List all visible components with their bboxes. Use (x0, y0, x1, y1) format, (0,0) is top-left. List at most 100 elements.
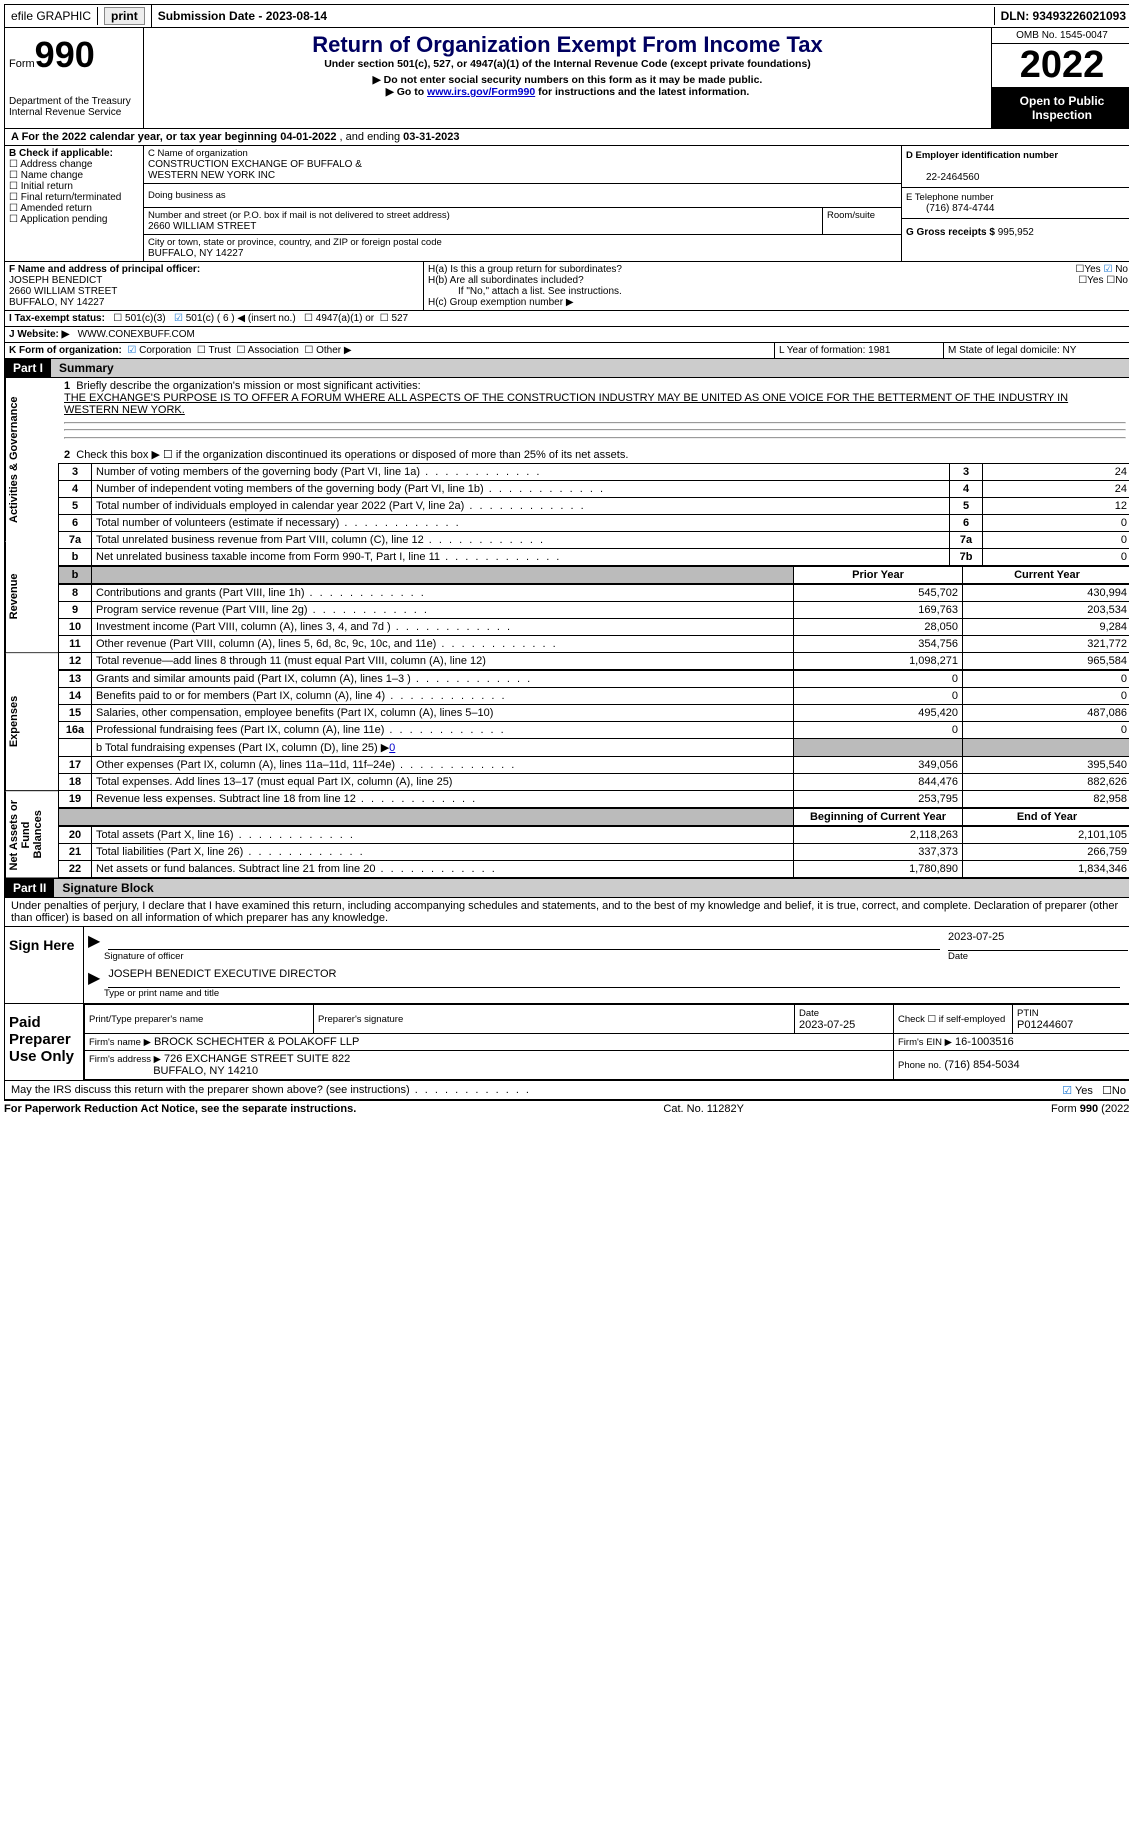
org-name-1: CONSTRUCTION EXCHANGE OF BUFFALO & (148, 159, 362, 170)
h-b: H(b) Are all subordinates included? (428, 275, 584, 286)
ln: b (59, 549, 92, 566)
ln: 19 (59, 791, 92, 808)
box-c-label: C Name of organization (148, 148, 248, 159)
chk-527[interactable]: 527 (380, 313, 408, 324)
lc: 0 (963, 722, 1129, 739)
period-end: 03-31-2023 (403, 131, 459, 143)
ll: Other expenses (Part IX, column (A), lin… (92, 757, 794, 774)
lp: 1,098,271 (794, 653, 963, 670)
chk-final-return[interactable]: Final return/terminated (9, 192, 121, 203)
lc: 266,759 (963, 844, 1129, 861)
chk-501c3[interactable]: 501(c)(3) (113, 313, 165, 324)
chk-amended[interactable]: Amended return (9, 203, 92, 214)
ln: 17 (59, 757, 92, 774)
ln: 18 (59, 774, 92, 791)
ein: 22-2464560 (906, 172, 979, 183)
discuss-text: May the IRS discuss this return with the… (11, 1084, 531, 1096)
sub3-pre: ▶ Go to (386, 86, 427, 98)
lp: 844,476 (794, 774, 963, 791)
city-label: City or town, state or province, country… (148, 237, 442, 248)
ln2: 4 (950, 481, 983, 498)
ll: Benefits paid to or for members (Part IX… (92, 688, 794, 705)
box-f-label: F Name and address of principal officer: (9, 264, 200, 275)
efile-label: efile GRAPHIC (5, 7, 98, 25)
ll: Grants and similar amounts paid (Part IX… (92, 671, 794, 688)
ll: Other revenue (Part VIII, column (A), li… (92, 636, 794, 653)
ln2: 3 (950, 464, 983, 481)
lc: 395,540 (963, 757, 1129, 774)
ln2: 5 (950, 498, 983, 515)
subtitle-2: ▶ Do not enter social security numbers o… (148, 74, 987, 86)
firm-ein: 16-1003516 (955, 1036, 1014, 1048)
501c-num: 6 (223, 313, 229, 324)
paid-preparer: Paid Preparer Use Only (5, 1004, 84, 1080)
chk-corp[interactable]: Corporation (127, 345, 191, 356)
chk-address-change[interactable]: Address change (9, 159, 92, 170)
dba-label: Doing business as (144, 184, 901, 208)
lp: 169,763 (794, 602, 963, 619)
lc: 965,584 (963, 653, 1129, 670)
501c-pre: 501(c) ( (186, 313, 220, 324)
lc: 82,958 (963, 791, 1129, 808)
box-d-label: D Employer identification number (906, 150, 1058, 161)
chk-other[interactable]: Other ▶ (304, 345, 351, 356)
l1-label: Briefly describe the organization's miss… (76, 380, 420, 392)
ln: 5 (59, 498, 92, 515)
dept-line1: Department of the Treasury (9, 96, 139, 107)
instructions-link[interactable]: www.irs.gov/Form990 (427, 86, 535, 98)
lp: 0 (794, 722, 963, 739)
lc: 0 (963, 671, 1129, 688)
firm-name-lbl: Firm's name ▶ (89, 1037, 151, 1048)
chk-assoc[interactable]: Association (236, 345, 298, 356)
chk-trust[interactable]: Trust (197, 345, 231, 356)
part2-badge: Part II (5, 879, 54, 897)
chk-initial-return[interactable]: Initial return (9, 181, 73, 192)
lv: 12 (983, 498, 1129, 515)
tax-status-row: I Tax-exempt status: 501(c)(3) 501(c) ( … (4, 311, 1129, 327)
discuss-yes[interactable] (1062, 1085, 1075, 1097)
lc: 203,534 (963, 602, 1129, 619)
ll: Contributions and grants (Part VIII, lin… (92, 585, 794, 602)
name-title-lbl: Type or print name and title (88, 988, 1128, 999)
box-g-label: G Gross receipts $ (906, 227, 995, 238)
form-word: Form (9, 58, 35, 70)
ll: Program service revenue (Part VIII, line… (92, 602, 794, 619)
boy-col: Beginning of Current Year (794, 809, 963, 826)
l1-text: THE EXCHANGE'S PURPOSE IS TO OFFER A FOR… (64, 392, 1068, 416)
gross-receipts: 995,952 (998, 227, 1034, 238)
lp: 495,420 (794, 705, 963, 722)
lp: 28,050 (794, 619, 963, 636)
prep-phone: (716) 854-5034 (944, 1059, 1019, 1071)
state-domicile: M State of legal domicile: NY (944, 343, 1129, 358)
exp-table: 13Grants and similar amounts paid (Part … (58, 670, 1129, 808)
ll: Total expenses. Add lines 13–17 (must eq… (92, 774, 794, 791)
side-revenue: Revenue (5, 541, 58, 653)
lp: 0 (794, 671, 963, 688)
lc: 0 (963, 688, 1129, 705)
phone-lbl: Phone no. (898, 1060, 941, 1071)
pp-check[interactable]: Check ☐ if self-employed (894, 1005, 1013, 1034)
lp: 1,780,890 (794, 861, 963, 878)
form-org-row: K Form of organization: Corporation Trus… (4, 343, 1129, 359)
ln: 16a (59, 722, 92, 739)
chk-501c[interactable] (174, 313, 186, 324)
print-button[interactable]: print (104, 7, 145, 25)
ha-no[interactable] (1103, 264, 1115, 275)
period-begin: 04-01-2022 (280, 131, 336, 143)
ll: Net unrelated business taxable income fr… (92, 549, 950, 566)
ln: 20 (59, 827, 92, 844)
ln2: 7a (950, 532, 983, 549)
period-mid: , and ending (340, 131, 404, 143)
ln: 8 (59, 585, 92, 602)
ln: 4 (59, 481, 92, 498)
top-bar: efile GRAPHIC print Submission Date - 20… (4, 4, 1129, 28)
prior-col: Prior Year (794, 567, 963, 584)
ll: Total unrelated business revenue from Pa… (92, 532, 950, 549)
form-title: Return of Organization Exempt From Incom… (148, 32, 987, 58)
chk-app-pending[interactable]: Application pending (9, 214, 108, 225)
chk-name-change[interactable]: Name change (9, 170, 83, 181)
ln: 3 (59, 464, 92, 481)
chk-4947[interactable]: 4947(a)(1) or (304, 313, 374, 324)
lp: 253,795 (794, 791, 963, 808)
lc: 487,086 (963, 705, 1129, 722)
